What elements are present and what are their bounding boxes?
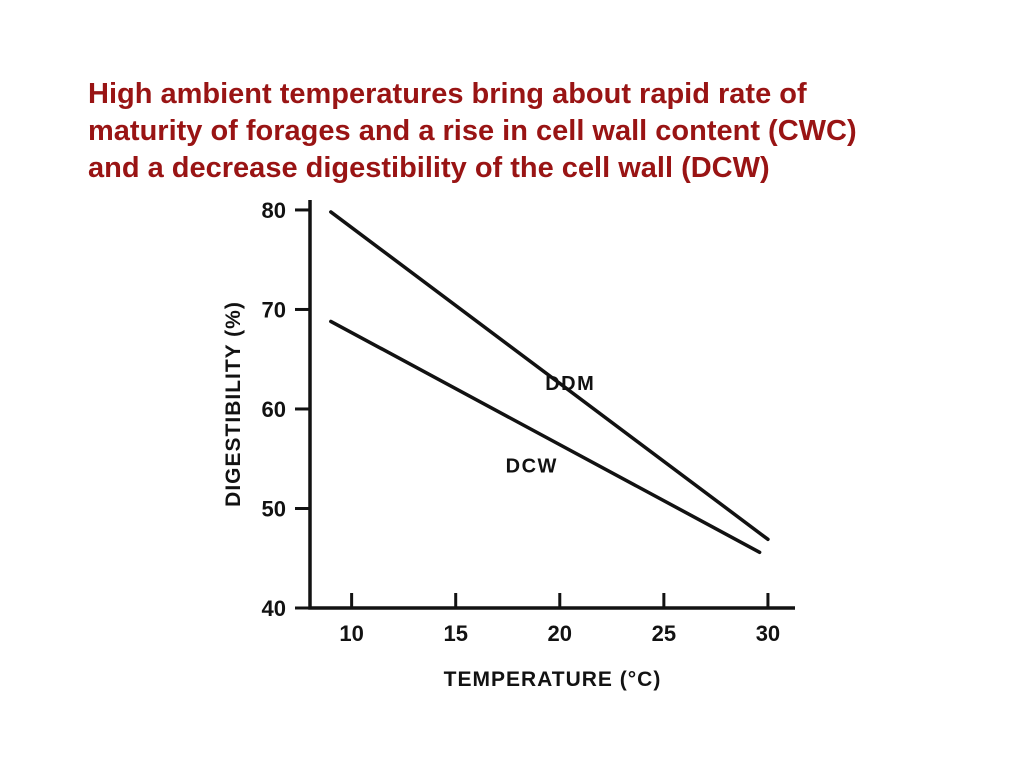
axes <box>308 200 795 610</box>
series-line-ddm <box>329 210 770 542</box>
series-label-dcw: DCW <box>506 456 558 478</box>
y-axis-label: DIGESTIBILITY (%) <box>222 301 245 507</box>
y-tick-label: 80 <box>262 198 286 223</box>
series-line-dcw <box>329 319 762 555</box>
x-tick-label: 10 <box>339 621 363 646</box>
x-tick-label: 15 <box>443 621 467 646</box>
y-tick-label: 70 <box>262 297 286 322</box>
series-label-ddm: DDM <box>545 373 595 395</box>
slide-title-line: maturity of forages and a rise in cell w… <box>88 115 857 147</box>
x-axis-label: TEMPERATURE (°C) <box>444 668 662 691</box>
slide-title-line: and a decrease digestibility of the cell… <box>88 152 770 184</box>
y-tick-label: 60 <box>262 397 286 422</box>
x-tick-label: 30 <box>756 621 780 646</box>
x-tick-label: 25 <box>652 621 676 646</box>
y-tick-label: 50 <box>262 496 286 521</box>
y-tick-label: 40 <box>262 596 286 621</box>
slide-title: High ambient temperatures bring about ra… <box>88 76 958 187</box>
x-tick-label: 20 <box>548 621 572 646</box>
slide-title-line: High ambient temperatures bring about ra… <box>88 78 807 110</box>
